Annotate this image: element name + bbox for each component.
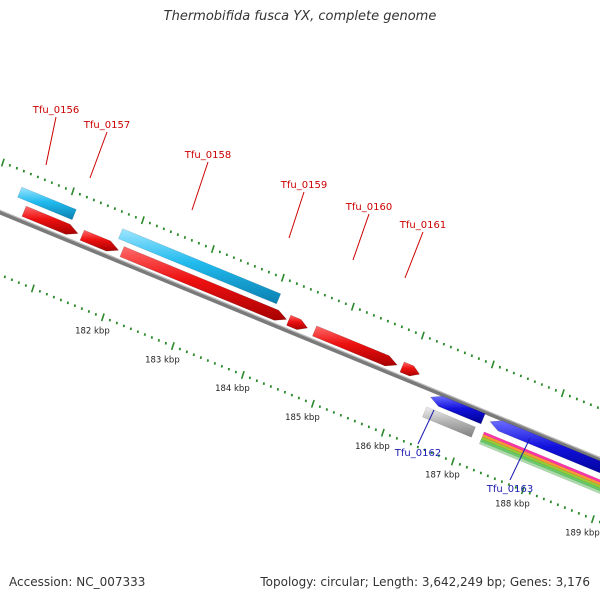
gene-arrow-tfu-0159	[286, 314, 309, 330]
major-tick	[100, 313, 105, 322]
tick-label-182: 182 kbp	[75, 327, 110, 337]
tick-label-184: 184 kbp	[215, 384, 250, 394]
major-tick	[240, 370, 245, 380]
major-tick	[170, 342, 175, 351]
gene-arrow-tfu-0161	[399, 361, 421, 377]
gene-label-tfu-0157: Tfu_0157	[83, 120, 130, 131]
gene-arrow-tfu-0158	[119, 246, 288, 321]
leader-line-tfu-0160	[352, 213, 370, 261]
tick-label-186: 186 kbp	[355, 442, 390, 452]
gene-arrow-tfu-0162	[429, 395, 486, 425]
grey-feature-bar	[421, 406, 476, 438]
major-tick	[420, 331, 425, 340]
major-tick	[140, 216, 145, 225]
cds-bar-tfu-0158	[117, 228, 282, 305]
gene-arrow-tfu-0163	[489, 420, 600, 474]
topology-text: Topology: circular; Length: 3,642,249 bp…	[260, 575, 590, 589]
leader-line-tfu-0162	[417, 409, 435, 445]
gene-label-tfu-0162: Tfu_0162	[394, 448, 441, 459]
cds-bar-tfu-0156	[17, 186, 77, 221]
gene-label-tfu-0159: Tfu_0159	[280, 180, 327, 191]
gene-label-tfu-0161: Tfu_0161	[399, 220, 446, 231]
gene-label-tfu-0158: Tfu_0158	[184, 150, 231, 161]
major-tick	[310, 399, 315, 408]
gene-label-tfu-0160: Tfu_0160	[345, 202, 392, 213]
tick-label-183: 183 kbp	[145, 355, 180, 365]
major-tick	[210, 244, 215, 254]
lower-tick-row	[3, 275, 600, 524]
leader-line-tfu-0158	[191, 161, 209, 211]
leader-line-tfu-0163	[509, 437, 531, 481]
major-tick	[590, 515, 595, 524]
accession-text: Accession: NC_007333	[9, 575, 146, 589]
tick-label-188: 188 kbp	[495, 500, 530, 510]
upper-tick-row	[0, 158, 599, 410]
tick-label-187: 187 kbp	[425, 471, 460, 481]
gene-label-tfu-0156: Tfu_0156	[32, 105, 79, 116]
annotation-stripe-5	[478, 441, 600, 494]
major-tick	[380, 428, 385, 437]
annotation-stripe-2	[481, 433, 600, 486]
major-tick	[0, 158, 5, 167]
major-tick	[70, 187, 75, 196]
major-tick	[560, 389, 565, 398]
annotation-stripe-1	[482, 431, 600, 483]
major-tick	[490, 360, 495, 369]
major-tick	[350, 302, 355, 311]
gene-label-tfu-0163: Tfu_0163	[486, 484, 533, 495]
tick-label-185: 185 kbp	[285, 413, 320, 423]
leader-line-tfu-0159	[288, 191, 305, 239]
genome-backbone-highlight	[0, 209, 600, 459]
leader-line-tfu-0157	[89, 131, 108, 179]
annotation-stripe-4	[479, 438, 600, 492]
gene-arrow-tfu-0157	[79, 229, 120, 252]
leader-line-tfu-0161	[404, 231, 424, 279]
map-title: Thermobifida fusca YX, complete genome	[163, 9, 437, 24]
major-tick	[520, 486, 525, 495]
genome-backbone	[0, 209, 600, 462]
gene-arrow-tfu-0160	[312, 325, 398, 367]
leader-line-tfu-0156	[45, 116, 57, 166]
tick-label-189: 189 kbp	[565, 528, 600, 538]
major-tick	[280, 273, 285, 282]
major-tick	[30, 284, 35, 293]
gene-arrow-tfu-0156	[21, 205, 79, 235]
major-tick	[450, 457, 455, 466]
